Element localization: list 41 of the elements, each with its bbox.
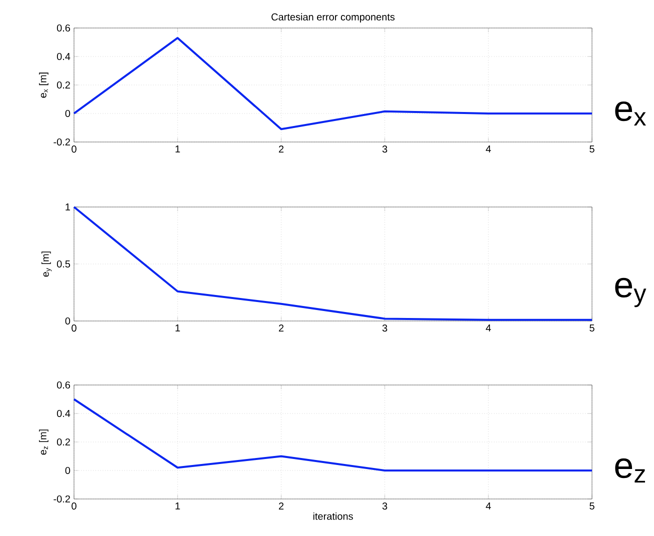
y-tick-label: 0.6 [56, 24, 70, 32]
x-tick-label: 3 [382, 324, 388, 332]
y-tick-label: 0 [65, 466, 70, 474]
y-tick-label: 1 [66, 204, 70, 210]
x-tick-label: 1 [176, 146, 180, 152]
line-series [73, 36, 593, 130]
y-tick-label: 0.5 [56, 260, 70, 268]
x-tick-label: 4 [486, 502, 491, 510]
x-axis-title: iterations [313, 512, 353, 520]
x-tick-label: 5 [590, 146, 594, 152]
x-tick-label: 0 [72, 146, 76, 153]
y-tick-label: 0.4 [56, 52, 70, 60]
y-axis-title: e$_{z}$ [m] [39, 430, 48, 455]
x-tick-label: 5 [590, 324, 594, 332]
y-tick-label: 0.6 [56, 381, 70, 389]
y-axis-title: e$_{x}$ [m] [39, 72, 48, 98]
y-tick-label: 0.2 [56, 438, 70, 446]
x-tick-label: 5 [590, 502, 594, 510]
x-tick-label: 0 [72, 502, 76, 510]
line-series [73, 206, 593, 321]
y-tick-label: -0.2 [54, 495, 70, 503]
chart-title: Cartesian error components [272, 13, 395, 22]
x-tick-label: 4 [486, 146, 491, 152]
x-tick-label: 2 [278, 324, 284, 332]
x-tick-label: 3 [382, 146, 388, 153]
y-tick-label: 0 [65, 110, 70, 118]
y-tick-label: 0.2 [56, 81, 70, 89]
x-tick-label: 2 [278, 502, 284, 510]
x-tick-label: 0 [72, 324, 76, 332]
y-tick-label: 0 [65, 317, 70, 325]
x-tick-label: 1 [176, 502, 180, 510]
text: e$_{z}$ [615, 458, 646, 483]
y-axis-title: e$_{y}$ [m] [42, 252, 52, 277]
x-tick-label: 2 [278, 146, 284, 153]
x-tick-label: 1 [176, 324, 180, 332]
text: e$_{x}$ [615, 101, 646, 126]
y-tick-label: 0.4 [56, 410, 70, 418]
x-tick-label: 4 [486, 324, 491, 332]
y-tick-label: -0.2 [54, 138, 70, 146]
text: e$_{y}$ [615, 278, 646, 308]
x-tick-label: 3 [382, 502, 388, 510]
